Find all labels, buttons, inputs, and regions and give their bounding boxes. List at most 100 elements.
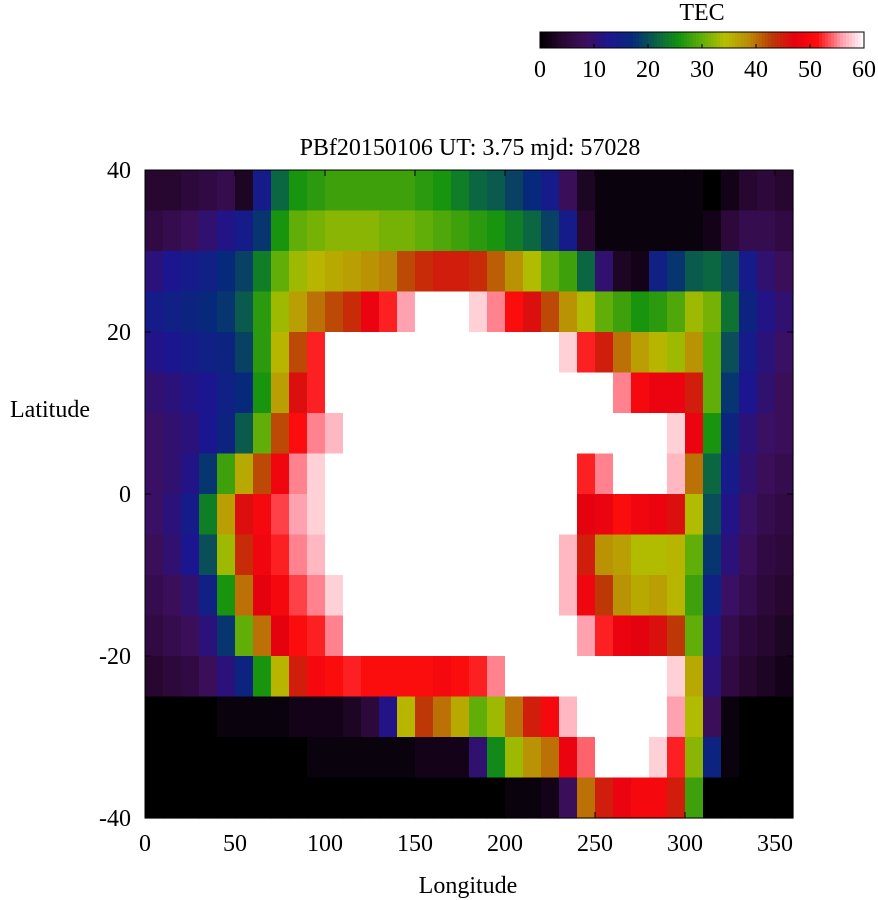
heatmap-cell [199,332,218,374]
heatmap-cell [433,413,452,455]
colorbar-segment [750,32,754,48]
heatmap-cell [289,413,308,455]
heatmap-cell [505,656,524,698]
heatmap-cell [595,170,614,212]
heatmap-cell [415,494,434,536]
heatmap-cell [559,737,578,779]
colorbar-segment [852,32,856,48]
heatmap-cell [559,251,578,293]
heatmap-cell [271,534,290,576]
heatmap-cell [739,251,758,293]
heatmap-cell [451,656,470,698]
x-tick-label: 100 [307,831,343,857]
heatmap-cell [451,210,470,252]
heatmap-cell [217,453,236,495]
heatmap-cell [397,615,416,657]
colorbar-segment [663,32,667,48]
heatmap-cell [307,494,326,536]
colorbar-segment [783,32,787,48]
heatmap-cell [253,170,272,212]
colorbar-segment [570,32,574,48]
colorbar-segment [678,32,682,48]
colorbar-segment [753,32,757,48]
heatmap-cell [595,210,614,252]
heatmap-cell [253,777,272,819]
colorbar-tick-label: 20 [636,57,660,83]
heatmap-cell [505,210,524,252]
heatmap-cell [325,737,344,779]
heatmap-cell [253,575,272,617]
heatmap-cell [541,737,560,779]
heatmap-cell [649,737,668,779]
colorbar-segment [672,32,676,48]
colorbar-label: TEC [679,0,724,26]
heatmap-cell [541,251,560,293]
heatmap-cell [523,453,542,495]
x-tick-label: 50 [223,831,247,857]
heatmap-cell [685,615,704,657]
heatmap-cell [343,656,362,698]
heatmap-cell [307,251,326,293]
heatmap-cell [289,210,308,252]
heatmap-cell [451,737,470,779]
heatmap-cell [523,615,542,657]
heatmap-cell [703,453,722,495]
heatmap-cell [721,251,740,293]
heatmap-cell [361,170,380,212]
heatmap-cell [721,291,740,333]
heatmap-cell [613,534,632,576]
heatmap-cell [433,696,452,738]
heatmap-cell [397,777,416,819]
heatmap-cell [703,615,722,657]
colorbar-segment [549,32,553,48]
heatmap-cell [235,494,254,536]
heatmap-cell [505,494,524,536]
heatmap-cell [775,575,794,617]
heatmap-cell [415,291,434,333]
heatmap-cell [433,656,452,698]
heatmap-cells [145,170,794,819]
heatmap-cell [505,291,524,333]
heatmap-cell [145,453,164,495]
heatmap-cell [325,575,344,617]
heatmap-cell [487,210,506,252]
colorbar-segment [705,32,709,48]
heatmap-cell [235,170,254,212]
colorbar-segment [579,32,583,48]
heatmap-cell [703,494,722,536]
heatmap-cell [307,615,326,657]
heatmap-cell [289,494,308,536]
heatmap-cell [343,210,362,252]
heatmap-cell [163,413,182,455]
heatmap-cell [721,332,740,374]
heatmap-cell [343,170,362,212]
heatmap-cell [253,656,272,698]
heatmap-cell [433,291,452,333]
heatmap-cell [379,413,398,455]
colorbar-segment [801,32,805,48]
heatmap-cell [325,372,344,414]
heatmap-cell [577,453,596,495]
heatmap-cell [757,575,776,617]
heatmap-cell [469,575,488,617]
colorbar-tick-label: 60 [852,57,876,83]
heatmap-cell [469,332,488,374]
heatmap-cell [685,413,704,455]
heatmap-cell [325,494,344,536]
heatmap-cell [523,494,542,536]
heatmap-cell [649,251,668,293]
colorbar-segment [648,32,652,48]
heatmap-cell [613,615,632,657]
heatmap-cell [613,656,632,698]
colorbar-segment [666,32,670,48]
heatmap-cell [577,534,596,576]
heatmap-cell [397,332,416,374]
heatmap-cell [685,656,704,698]
heatmap-cell [487,332,506,374]
heatmap-cell [505,534,524,576]
heatmap-cell [685,251,704,293]
x-tick-label: 0 [139,831,151,857]
heatmap-cell [325,170,344,212]
heatmap-cell [307,737,326,779]
heatmap-cell [343,453,362,495]
